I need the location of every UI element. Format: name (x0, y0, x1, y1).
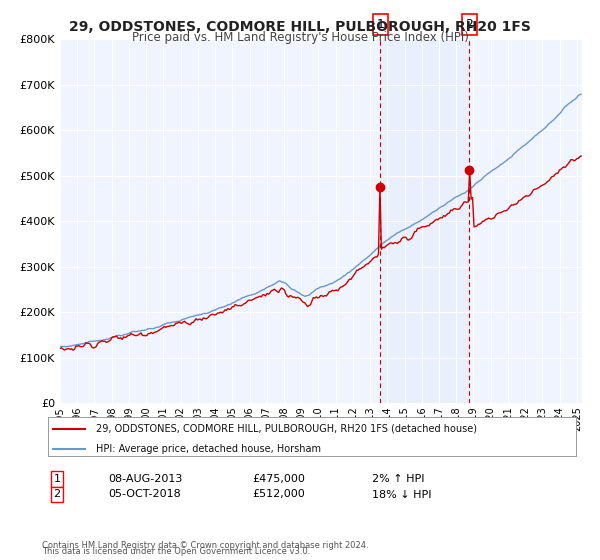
Text: 08-AUG-2013: 08-AUG-2013 (108, 474, 182, 484)
Text: 2: 2 (53, 489, 61, 500)
Text: HPI: Average price, detached house, Horsham: HPI: Average price, detached house, Hors… (95, 444, 320, 454)
Text: £475,000: £475,000 (252, 474, 305, 484)
Text: £512,000: £512,000 (252, 489, 305, 500)
Text: 18% ↓ HPI: 18% ↓ HPI (372, 489, 431, 500)
Text: 05-OCT-2018: 05-OCT-2018 (108, 489, 181, 500)
Text: 1: 1 (53, 474, 61, 484)
Text: 29, ODDSTONES, CODMORE HILL, PULBOROUGH, RH20 1FS: 29, ODDSTONES, CODMORE HILL, PULBOROUGH,… (69, 20, 531, 34)
Text: Price paid vs. HM Land Registry's House Price Index (HPI): Price paid vs. HM Land Registry's House … (131, 31, 469, 44)
Text: Contains HM Land Registry data © Crown copyright and database right 2024.: Contains HM Land Registry data © Crown c… (42, 541, 368, 550)
Text: 2: 2 (466, 18, 473, 31)
Text: 1: 1 (376, 18, 385, 31)
Text: 29, ODDSTONES, CODMORE HILL, PULBOROUGH, RH20 1FS (detached house): 29, ODDSTONES, CODMORE HILL, PULBOROUGH,… (95, 424, 476, 434)
Text: This data is licensed under the Open Government Licence v3.0.: This data is licensed under the Open Gov… (42, 547, 310, 556)
Bar (380, 39, 469, 403)
Text: 2% ↑ HPI: 2% ↑ HPI (372, 474, 425, 484)
